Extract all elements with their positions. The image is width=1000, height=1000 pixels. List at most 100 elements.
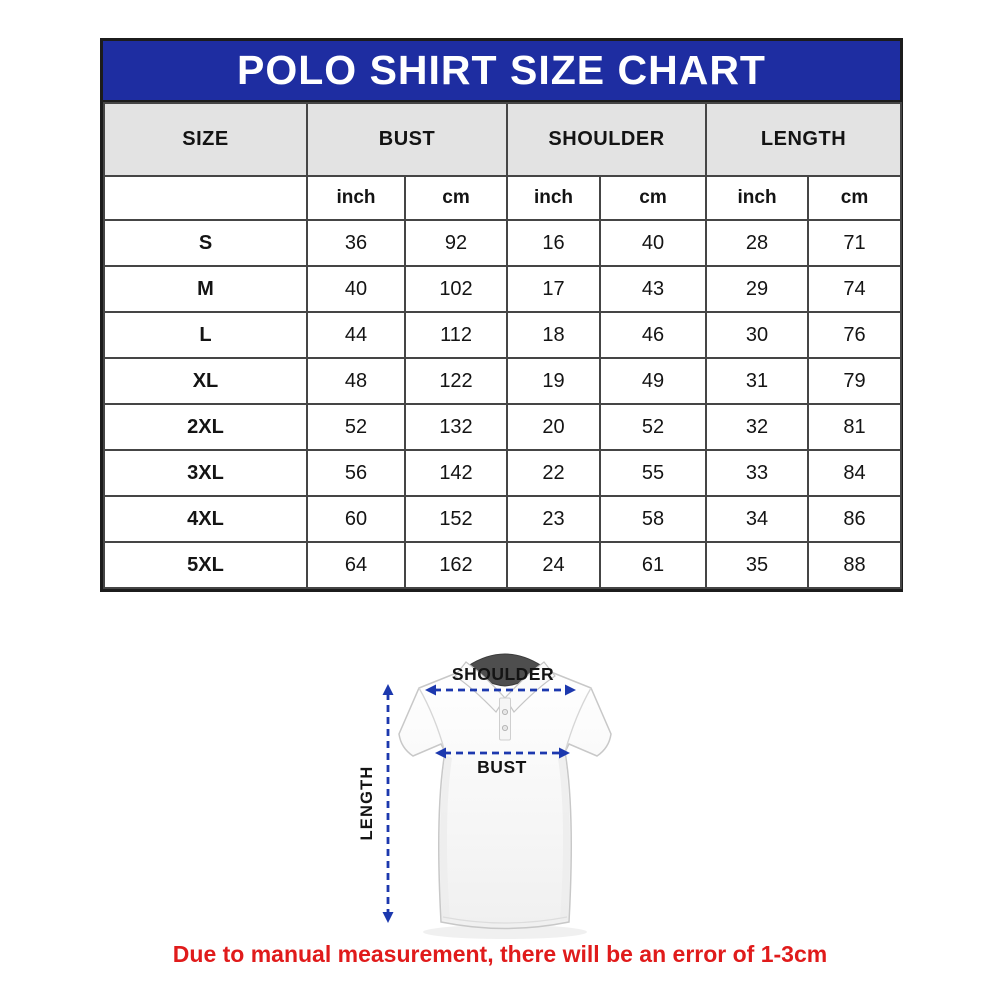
shirt-placket xyxy=(499,697,511,741)
length-arrow xyxy=(382,684,394,923)
unit-header-bust-inch: inch xyxy=(306,175,406,221)
column-header-length: LENGTH xyxy=(705,102,903,177)
measurement-note: Due to manual measurement, there will be… xyxy=(172,941,828,967)
value-cell: 19 xyxy=(506,357,602,405)
value-cell: 92 xyxy=(403,219,509,267)
unit-header-bust-cm: cm xyxy=(403,175,509,221)
value-cell: 58 xyxy=(599,495,708,543)
unit-header-shoulder-cm: cm xyxy=(599,175,708,221)
value-cell: 40 xyxy=(599,219,708,267)
value-cell: 32 xyxy=(705,403,810,451)
value-cell: 43 xyxy=(599,265,708,313)
table-row-5xl: 5XL 64 162 24 61 35 88 xyxy=(103,541,903,589)
value-cell: 112 xyxy=(403,311,509,359)
unit-header-length-inch: inch xyxy=(705,175,810,221)
value-cell: 56 xyxy=(306,449,406,497)
value-cell: 44 xyxy=(306,311,406,359)
shirt-side-shade-left xyxy=(440,755,452,921)
value-cell: 48 xyxy=(306,357,406,405)
size-chart-table: SIZE BUST SHOULDER LENGTH inch cm inch c… xyxy=(103,102,903,589)
value-cell: 55 xyxy=(599,449,708,497)
shirt-button xyxy=(501,725,508,732)
value-cell: 81 xyxy=(807,403,903,451)
size-cell: S xyxy=(103,219,308,267)
size-cell: 2XL xyxy=(103,403,308,451)
table-row-4xl: 4XL 60 152 23 58 34 86 xyxy=(103,495,903,543)
value-cell: 84 xyxy=(807,449,903,497)
table-row-l: L 44 112 18 46 30 76 xyxy=(103,311,903,359)
value-cell: 17 xyxy=(506,265,602,313)
value-cell: 102 xyxy=(403,265,509,313)
length-label: LENGTH xyxy=(358,765,376,840)
column-header-bust: BUST xyxy=(305,102,509,177)
size-cell: 5XL xyxy=(103,541,308,589)
value-cell: 86 xyxy=(807,495,903,543)
table-row-s: S 36 92 16 40 28 71 xyxy=(103,219,903,267)
value-cell: 142 xyxy=(403,449,509,497)
value-cell: 23 xyxy=(506,495,602,543)
value-cell: 22 xyxy=(506,449,602,497)
group-header-row: SIZE BUST SHOULDER LENGTH xyxy=(103,102,903,177)
size-cell: XL xyxy=(103,357,308,405)
value-cell: 20 xyxy=(506,403,602,451)
value-cell: 61 xyxy=(599,541,708,589)
bust-arrow xyxy=(435,747,570,759)
value-cell: 132 xyxy=(403,403,509,451)
size-cell: L xyxy=(103,311,308,359)
value-cell: 34 xyxy=(705,495,810,543)
shoulder-label: SHOULDER xyxy=(452,664,554,684)
value-cell: 29 xyxy=(705,265,810,313)
value-cell: 74 xyxy=(807,265,903,313)
value-cell: 35 xyxy=(705,541,810,589)
value-cell: 40 xyxy=(306,265,406,313)
value-cell: 79 xyxy=(807,357,903,405)
value-cell: 60 xyxy=(306,495,406,543)
value-cell: 52 xyxy=(306,403,406,451)
value-cell: 33 xyxy=(705,449,810,497)
value-cell: 36 xyxy=(306,219,406,267)
shirt-shadow xyxy=(423,925,587,939)
value-cell: 71 xyxy=(807,219,903,267)
value-cell: 64 xyxy=(306,541,406,589)
table-row-m: M 40 102 17 43 29 74 xyxy=(103,265,903,313)
chart-title: POLO SHIRT SIZE CHART xyxy=(237,47,766,93)
value-cell: 52 xyxy=(599,403,708,451)
value-cell: 49 xyxy=(599,357,708,405)
table-row-xl: XL 48 122 19 49 31 79 xyxy=(103,357,903,405)
table-row-2xl: 2XL 52 132 20 52 32 81 xyxy=(103,403,903,451)
size-chart-block: POLO SHIRT SIZE CHART SIZE BUST SHOULDER… xyxy=(100,38,903,592)
table-row-3xl: 3XL 56 142 22 55 33 84 xyxy=(103,449,903,497)
column-header-shoulder: SHOULDER xyxy=(506,102,708,177)
unit-header-shoulder-inch: inch xyxy=(506,175,602,221)
unit-header-empty xyxy=(103,175,308,221)
shirt-side-shade-right xyxy=(558,755,570,921)
size-cell: M xyxy=(103,265,308,313)
shirt-armhole-seam-left xyxy=(418,687,446,753)
value-cell: 46 xyxy=(599,311,708,359)
shirt-collar-flap-left xyxy=(454,661,506,713)
value-cell: 30 xyxy=(705,311,810,359)
bust-label: BUST xyxy=(477,757,527,777)
value-cell: 122 xyxy=(403,357,509,405)
shirt-collar-flap-right xyxy=(504,661,556,713)
value-cell: 24 xyxy=(506,541,602,589)
value-cell: 16 xyxy=(506,219,602,267)
shirt-hem-line xyxy=(442,916,568,924)
value-cell: 18 xyxy=(506,311,602,359)
value-cell: 162 xyxy=(403,541,509,589)
shirt-armhole-seam-right xyxy=(564,687,592,753)
size-cell: 3XL xyxy=(103,449,308,497)
polo-shirt-diagram: SHOULDER BUST LENGTH xyxy=(358,653,612,939)
shirt-button xyxy=(501,709,508,716)
unit-header-row: inch cm inch cm inch cm xyxy=(103,175,903,221)
value-cell: 76 xyxy=(807,311,903,359)
chart-title-banner: POLO SHIRT SIZE CHART xyxy=(103,41,900,102)
unit-header-length-cm: cm xyxy=(807,175,903,221)
value-cell: 31 xyxy=(705,357,810,405)
value-cell: 88 xyxy=(807,541,903,589)
column-header-size: SIZE xyxy=(103,102,308,177)
size-cell: 4XL xyxy=(103,495,308,543)
shoulder-arrow xyxy=(425,684,576,696)
value-cell: 28 xyxy=(705,219,810,267)
